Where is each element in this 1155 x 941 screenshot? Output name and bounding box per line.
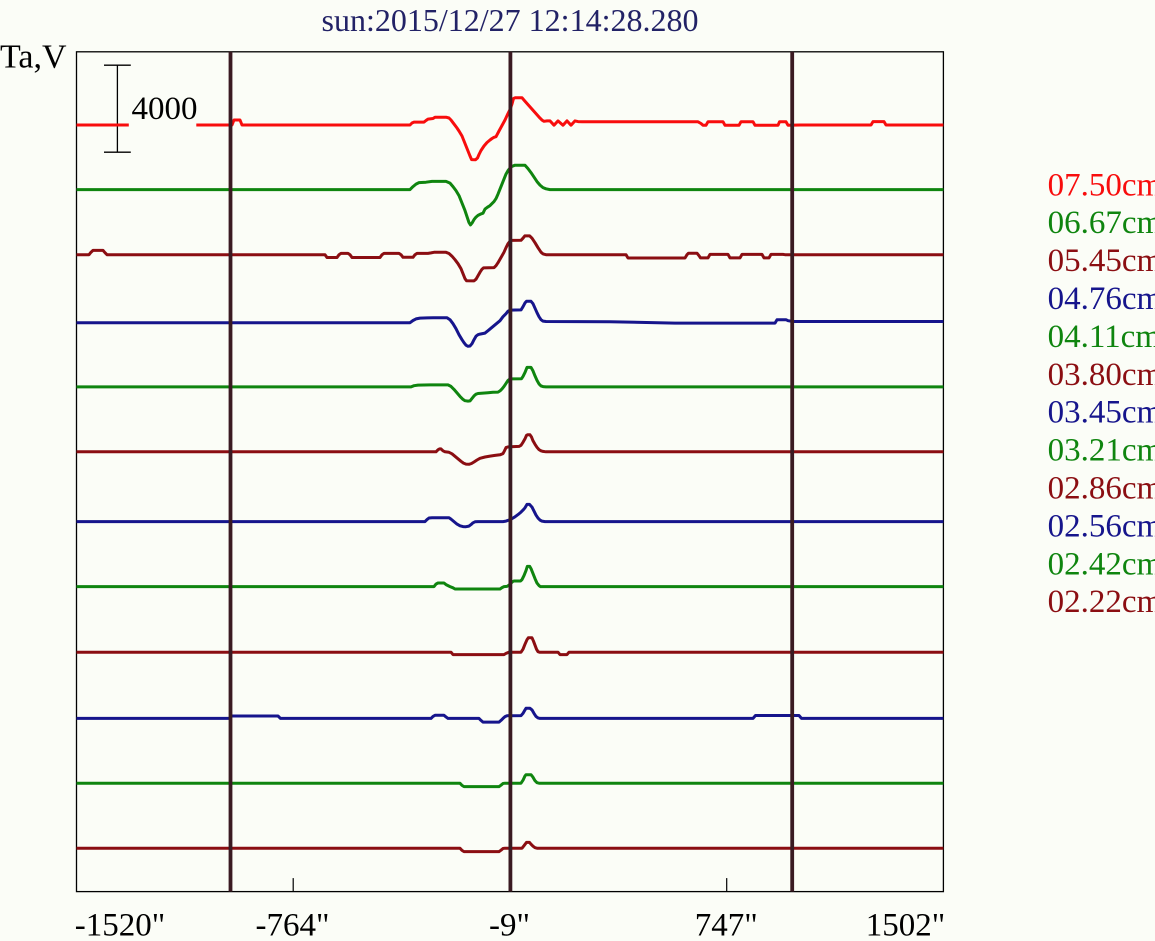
svg-text:03.21cm: 03.21cm [1048,433,1155,469]
svg-text:Ta,V: Ta,V [0,39,67,76]
svg-text:02.56cm: 02.56cm [1048,508,1155,544]
svg-text:07.50cm: 07.50cm [1048,167,1155,203]
svg-text:02.22cm: 02.22cm [1048,584,1155,620]
svg-text:4000: 4000 [132,91,198,127]
svg-text:03.80cm: 03.80cm [1048,357,1155,393]
svg-text:03.45cm: 03.45cm [1048,395,1155,431]
svg-text:-1520": -1520" [75,908,165,941]
svg-text:747": 747" [695,908,758,941]
svg-text:-9": -9" [489,908,530,941]
svg-text:02.42cm: 02.42cm [1048,546,1155,582]
svg-text:1502": 1502" [866,908,945,941]
svg-text:06.67cm: 06.67cm [1048,205,1155,241]
svg-text:02.86cm: 02.86cm [1048,471,1155,507]
svg-text:05.45cm: 05.45cm [1048,243,1155,279]
svg-text:04.76cm: 04.76cm [1048,281,1155,317]
svg-text:-764": -764" [256,908,330,941]
svg-text:sun:2015/12/27 12:14:28.280: sun:2015/12/27 12:14:28.280 [322,2,699,38]
svg-text:04.11cm: 04.11cm [1048,319,1155,355]
